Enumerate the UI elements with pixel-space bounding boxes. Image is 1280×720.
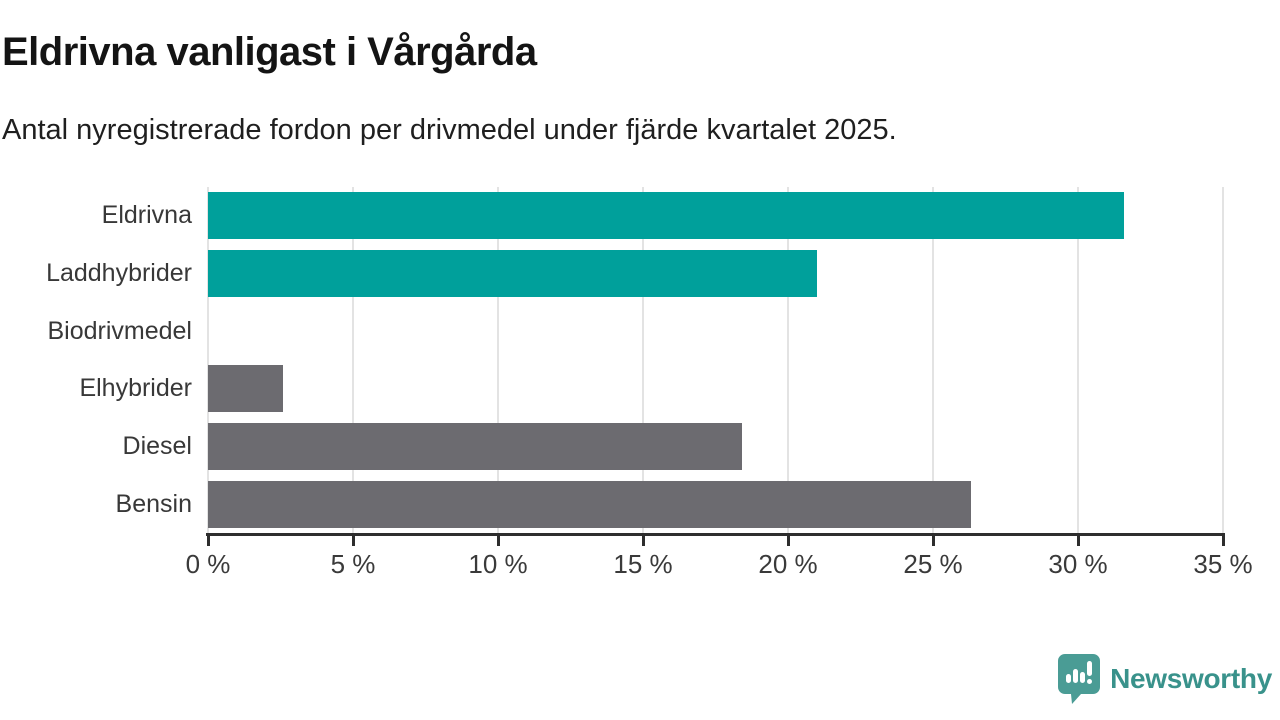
gridline bbox=[932, 187, 934, 533]
bar-eldrivna bbox=[208, 192, 1125, 240]
y-axis-labels: Eldrivna Laddhybrider Biodrivmedel Elhybrid… bbox=[0, 187, 192, 533]
category-label: Eldrivna bbox=[101, 201, 192, 230]
x-tick bbox=[786, 536, 790, 546]
bar-elhybrider bbox=[208, 365, 284, 413]
category-label: Biodrivmedel bbox=[47, 316, 192, 345]
gridline bbox=[1222, 187, 1224, 533]
x-tick bbox=[496, 536, 500, 546]
gridline bbox=[207, 187, 209, 533]
x-tick bbox=[351, 536, 355, 546]
x-tick-label: 30 % bbox=[1048, 549, 1108, 579]
newsworthy-logo: Newsworthy bbox=[1057, 653, 1272, 705]
x-tick-label: 20 % bbox=[758, 549, 818, 579]
gridline bbox=[497, 187, 499, 533]
newsworthy-logo-icon bbox=[1058, 654, 1101, 704]
newsworthy-logo-text: Newsworthy bbox=[1110, 663, 1272, 694]
category-label: Diesel bbox=[122, 431, 192, 460]
chart-subtitle: Antal nyregistrerade fordon per drivmede… bbox=[2, 114, 897, 146]
category-label: Bensin bbox=[115, 489, 192, 518]
x-tick-label: 5 % bbox=[330, 549, 376, 579]
x-tick-label: 10 % bbox=[468, 549, 528, 579]
gridline bbox=[352, 187, 354, 533]
x-tick bbox=[1221, 536, 1225, 546]
x-tick-label: 0 % bbox=[185, 549, 231, 579]
x-tick bbox=[641, 536, 645, 546]
x-tick-label: 35 % bbox=[1193, 549, 1253, 579]
x-tick-label: 25 % bbox=[903, 549, 963, 579]
gridline bbox=[787, 187, 789, 533]
gridline bbox=[1077, 187, 1079, 533]
x-axis-line bbox=[206, 533, 1225, 536]
bar-bensin bbox=[208, 480, 971, 528]
bar-diesel bbox=[208, 423, 742, 470]
category-label: Elhybrider bbox=[79, 374, 192, 403]
x-tick bbox=[1076, 536, 1080, 546]
plot-area bbox=[207, 187, 1224, 533]
x-tick bbox=[206, 536, 210, 546]
chart-title: Eldrivna vanligast i Vårgårda bbox=[2, 30, 537, 74]
x-tick bbox=[931, 536, 935, 546]
gridline bbox=[642, 187, 644, 533]
bar-laddhybrider bbox=[208, 250, 817, 297]
category-label: Laddhybrider bbox=[46, 258, 192, 287]
x-tick-label: 15 % bbox=[613, 549, 673, 579]
